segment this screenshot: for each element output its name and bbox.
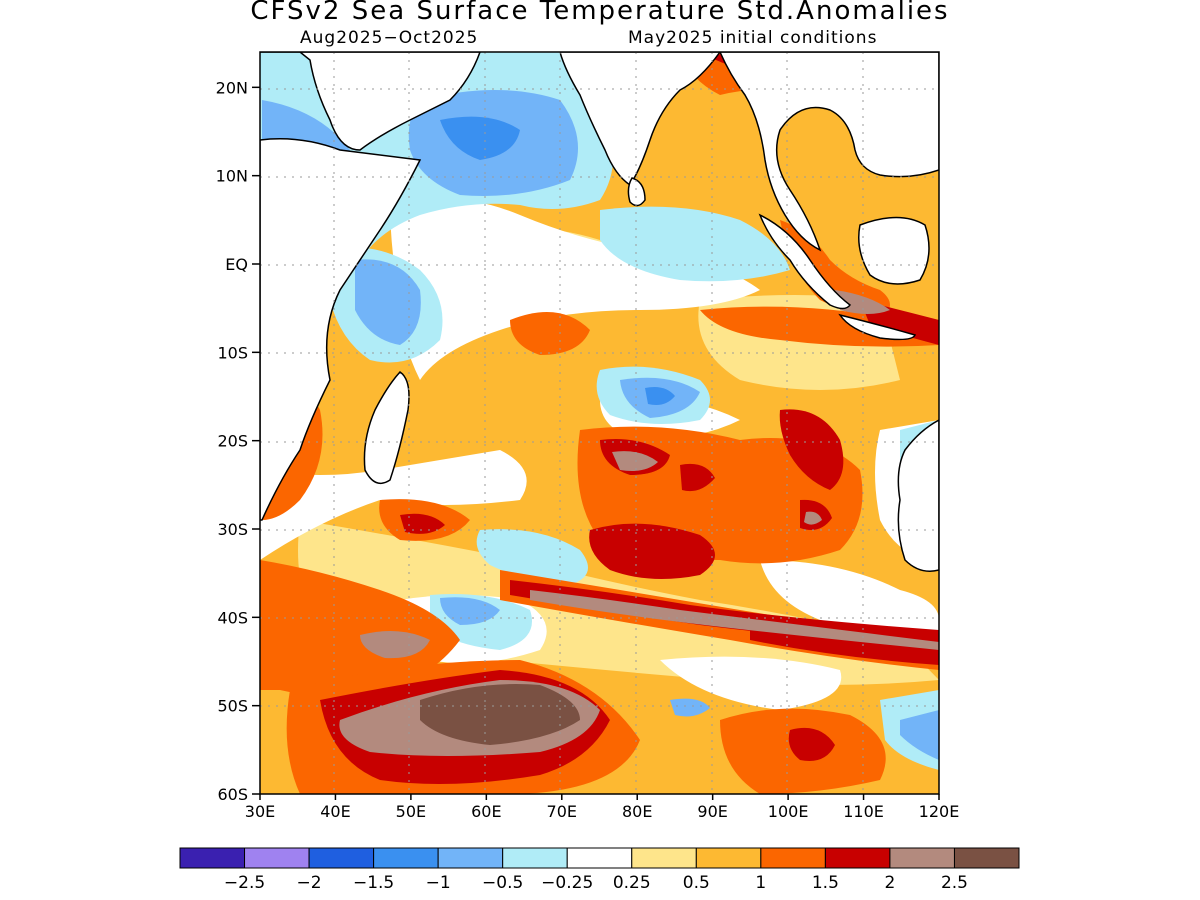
lon-tick-label: 80E: [622, 802, 652, 821]
colorbar-swatch: [373, 847, 439, 869]
lat-tick-label: 10N: [216, 167, 248, 186]
colorbar-swatch: [437, 847, 504, 869]
forecast-period: Aug2025−Oct2025: [300, 28, 479, 48]
longitude-axis: 30E 40E 50E 60E 70E 80E 90E 100E 110E 120E: [245, 794, 960, 821]
arabia-land: [260, 52, 481, 151]
lat-tick-label: 60S: [217, 785, 248, 804]
latitude-axis: 20N 10N EQ 10S 20S 30S 40S 50S 60S: [216, 78, 260, 804]
lat-tick-label: 50S: [217, 697, 248, 716]
colorbar-label: 0.25: [613, 873, 651, 893]
colorbar-label: 1: [755, 873, 766, 893]
plot-frame: [259, 51, 940, 795]
colorbar-swatch: [631, 847, 697, 869]
lat-tick-label: 20N: [216, 78, 248, 97]
lon-tick-label: 110E: [843, 802, 884, 821]
se-asia-land: [719, 52, 939, 252]
colorbar-label: 2.5: [941, 873, 968, 893]
colorbar-swatch: [824, 847, 891, 869]
lon-tick-label: 30E: [245, 802, 275, 821]
colorbar-label: 0.5: [683, 873, 710, 893]
colorbar-label: −0.25: [541, 873, 593, 893]
lat-tick-label: 40S: [217, 608, 248, 627]
colorbar-swatch: [308, 847, 375, 869]
land-masses: [260, 52, 939, 572]
lat-tick-label: 30S: [217, 520, 248, 539]
colorbar-swatch: [502, 847, 568, 869]
australia-land: [897, 419, 939, 572]
sri-lanka-land: [627, 177, 646, 207]
lat-tick-label: 20S: [217, 432, 248, 451]
colorbar-label: −2: [297, 873, 322, 893]
java-land: [838, 313, 917, 341]
initial-conditions: May2025 initial conditions: [628, 28, 878, 48]
colorbar-label: 1.5: [812, 873, 839, 893]
lon-tick-label: 70E: [547, 802, 577, 821]
colorbar-swatch: [953, 847, 1020, 869]
lat-tick-label: 10S: [217, 343, 248, 362]
colorbar-label: −2.5: [224, 873, 265, 893]
africa-land: [260, 138, 422, 521]
lon-tick-label: 100E: [768, 802, 809, 821]
colorbar-label: −1.5: [353, 873, 394, 893]
colorbar-swatch: [760, 847, 826, 869]
lon-tick-label: 50E: [396, 802, 426, 821]
gridlines: [260, 52, 939, 794]
colorbar-swatch: [889, 847, 955, 869]
colorbar-label: −0.5: [482, 873, 523, 893]
lon-tick-label: 90E: [697, 802, 727, 821]
map-title: CFSv2 Sea Surface Temperature Std.Anomal…: [250, 0, 950, 26]
colorbar-label: −1: [426, 873, 451, 893]
sumatra-land: [758, 213, 852, 310]
anomaly-field: [260, 52, 939, 794]
madagascar-land: [363, 371, 410, 485]
lon-tick-label: 40E: [320, 802, 350, 821]
colorbar-swatch: [179, 847, 246, 869]
lon-tick-label: 120E: [919, 802, 960, 821]
colorbar-swatch: [695, 847, 762, 869]
borneo-land: [858, 216, 930, 285]
colorbar-label: 2: [885, 873, 896, 893]
colorbar: −2.5 −2 −1.5 −1 −0.5 −0.25 0.25 0.5 1 1.5 2 2.5: [179, 847, 1020, 893]
lat-tick-label: EQ: [225, 255, 248, 274]
lon-tick-label: 60E: [471, 802, 501, 821]
colorbar-swatch: [244, 847, 310, 869]
colorbar-swatch: [566, 847, 633, 869]
